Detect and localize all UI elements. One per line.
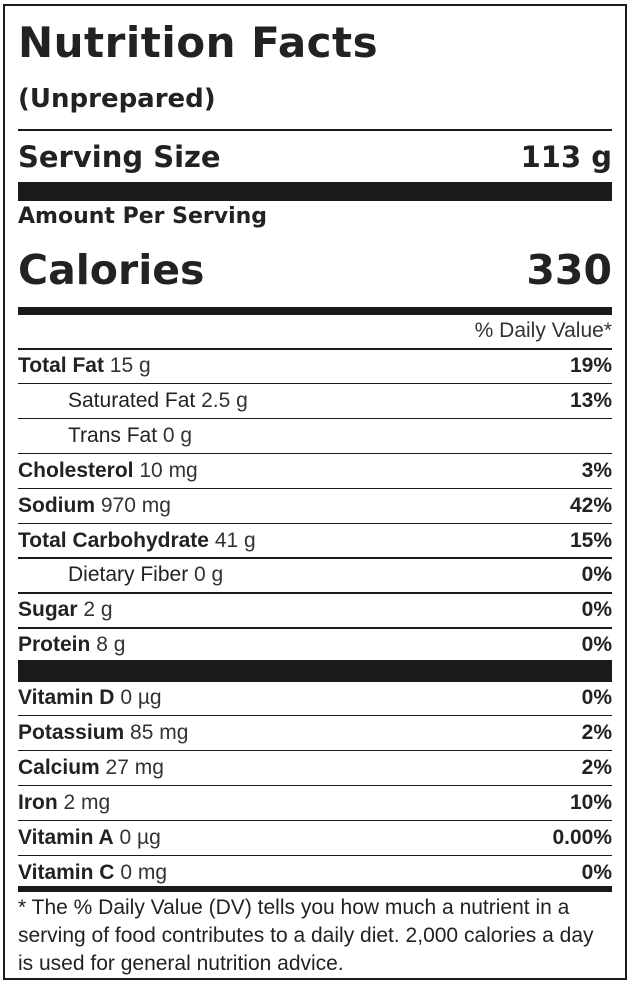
thick-divider <box>18 182 612 201</box>
nutrient-name: Vitamin A <box>18 825 114 849</box>
row-divider <box>18 784 612 787</box>
row-divider <box>18 452 612 455</box>
nutrient-name: Vitamin D <box>18 686 115 709</box>
medium-divider <box>18 307 612 315</box>
nutrient-name: Vitamin C <box>18 860 115 884</box>
medium-divider <box>18 886 612 892</box>
serving-size-value: 113 g <box>520 140 612 174</box>
nutrient-daily-value: 0.00% <box>552 825 612 849</box>
nutrient-amount: 15 g <box>109 354 151 377</box>
nutrient-amount: 0 g <box>162 423 193 447</box>
nutrient-name: Potassium <box>18 720 125 744</box>
nutrient-daily-value: 2% <box>581 720 612 744</box>
nutrient-amount: 10 mg <box>139 458 198 482</box>
nutrient-amount: 8 g <box>96 633 126 657</box>
nutrient-amount: 0 g <box>194 563 224 587</box>
row-divider <box>18 417 612 420</box>
nutrient-amount: 2 g <box>83 598 113 622</box>
nutrient-daily-value: 0% <box>581 686 612 709</box>
nutrition-label: Nutrition Facts (Unprepared) Serving Siz… <box>3 4 627 980</box>
calories-label: Calories <box>18 246 205 294</box>
nutrient-name: Cholesterol <box>18 458 134 482</box>
nutrient-amount: 27 mg <box>105 755 164 779</box>
nutrient-amount: 85 mg <box>130 720 189 744</box>
nutrient-row: Vitamin C 0 mg 0% <box>18 856 612 890</box>
nutrient-row: Sodium 970 mg 42% <box>18 489 612 523</box>
nutrient-name: Sodium <box>18 493 95 517</box>
nutrient-name: Total Carbohydrate <box>18 528 209 552</box>
row-divider <box>18 382 612 385</box>
nutrient-amount: 2 mg <box>63 790 111 814</box>
nutrient-amount: 0 µg <box>120 686 162 709</box>
thick-divider <box>18 660 612 680</box>
nutrient-name: Total Fat <box>18 354 104 377</box>
nutrient-daily-value: 3% <box>581 458 612 482</box>
row-divider <box>18 487 612 490</box>
nutrient-daily-value: 15% <box>569 528 612 552</box>
nutrient-amount: 0 mg <box>120 860 167 884</box>
nutrient-daily-value: 19% <box>569 354 612 377</box>
serving-size-row: Serving Size 113 g <box>18 140 612 174</box>
divider <box>18 129 612 131</box>
row-divider <box>18 348 612 350</box>
nutrient-name: Calcium <box>18 755 100 779</box>
nutrient-daily-value: 0% <box>581 563 612 587</box>
row-divider <box>18 749 612 752</box>
row-divider <box>18 819 612 822</box>
nutrient-daily-value: 2% <box>581 755 612 779</box>
nutrient-amount: 0 µg <box>119 825 161 849</box>
nutrient-row: Calcium 27 mg 2% <box>18 751 612 785</box>
nutrient-name: Trans Fat <box>68 423 158 447</box>
nutrient-row: Iron 2 mg 10% <box>18 786 612 820</box>
label-title: Nutrition Facts <box>18 18 379 67</box>
amount-per-serving: Amount Per Serving <box>18 204 268 229</box>
nutrient-row: Sugar 2 g 0% <box>18 593 612 627</box>
nutrient-row: Cholesterol 10 mg 3% <box>18 454 612 488</box>
row-divider <box>18 854 612 856</box>
nutrient-row: Protein 8 g 0% <box>18 628 612 662</box>
nutrient-name: Saturated Fat <box>68 388 196 412</box>
serving-size-label: Serving Size <box>18 140 221 174</box>
calories-row: Calories 330 <box>18 246 612 294</box>
nutrient-row: Vitamin A 0 µg 0.00% <box>18 821 612 855</box>
nutrient-row: Total Fat 15 g 19% <box>18 349 612 383</box>
daily-value-footnote: * The % Daily Value (DV) tells you how m… <box>18 896 594 975</box>
nutrient-daily-value: 0% <box>581 860 612 884</box>
nutrient-daily-value: 0% <box>581 598 612 622</box>
nutrient-amount: 970 mg <box>100 493 171 517</box>
nutrient-row: Dietary Fiber 0 g 0% <box>18 558 612 592</box>
nutrient-row: Saturated Fat 2.5 g 13% <box>18 384 612 418</box>
nutrient-daily-value: 0% <box>581 633 612 657</box>
nutrient-amount: 41 g <box>214 528 256 552</box>
calories-value: 330 <box>526 246 612 294</box>
label-subtitle: (Unprepared) <box>18 84 216 114</box>
nutrient-name: Protein <box>18 633 91 657</box>
nutrient-name: Iron <box>18 790 58 814</box>
nutrient-name: Sugar <box>18 598 78 622</box>
nutrient-row: Vitamin D 0 µg 0% <box>18 681 612 715</box>
row-divider <box>18 592 612 594</box>
nutrient-daily-value: 13% <box>569 388 612 412</box>
nutrient-row: Potassium 85 mg 2% <box>18 716 612 750</box>
nutrient-daily-value: 42% <box>569 493 612 517</box>
row-divider <box>18 627 612 629</box>
nutrient-row: Trans Fat 0 g <box>18 419 612 453</box>
row-divider <box>18 680 612 682</box>
nutrient-daily-value: 10% <box>569 790 612 814</box>
row-divider <box>18 714 612 717</box>
nutrient-name: Dietary Fiber <box>68 563 189 587</box>
row-divider <box>18 522 612 524</box>
nutrient-amount: 2.5 g <box>201 388 248 412</box>
row-divider <box>18 557 612 559</box>
nutrient-row: Total Carbohydrate 41 g 15% <box>18 524 612 558</box>
daily-value-header: % Daily Value* <box>474 319 612 342</box>
